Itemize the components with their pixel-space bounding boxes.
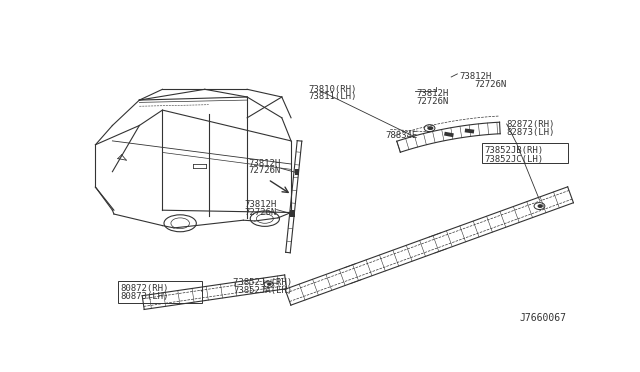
Text: 80873(LH): 80873(LH) (120, 292, 168, 301)
Text: 73810(RH): 73810(RH) (308, 85, 357, 94)
Text: 73812H: 73812H (417, 89, 449, 97)
Text: 73811(LH): 73811(LH) (308, 92, 357, 102)
Text: 73852JB(RH): 73852JB(RH) (484, 146, 543, 155)
Text: 82872(RH): 82872(RH) (507, 120, 555, 129)
Text: J7660067: J7660067 (520, 313, 566, 323)
Text: 72726N: 72726N (248, 166, 281, 175)
Text: 72726N: 72726N (417, 97, 449, 106)
Ellipse shape (534, 203, 545, 209)
Text: 73812H: 73812H (459, 73, 491, 81)
Text: 72726N: 72726N (474, 80, 506, 89)
Ellipse shape (267, 283, 271, 286)
Bar (291, 211, 295, 217)
Bar (295, 169, 300, 175)
FancyBboxPatch shape (118, 281, 202, 302)
Ellipse shape (538, 204, 543, 208)
Text: 82873(LH): 82873(LH) (507, 128, 555, 137)
Text: 80872(RH): 80872(RH) (120, 284, 168, 293)
Ellipse shape (264, 281, 273, 288)
Text: 78834E: 78834E (386, 131, 418, 140)
Text: 73812H: 73812H (244, 200, 276, 209)
Ellipse shape (424, 125, 435, 132)
Text: 73852J (RH): 73852J (RH) (234, 278, 292, 287)
Text: 73812H: 73812H (248, 158, 281, 167)
FancyBboxPatch shape (482, 143, 568, 163)
Text: 73852JC(LH): 73852JC(LH) (484, 155, 543, 164)
Bar (444, 132, 454, 137)
Bar (465, 128, 474, 134)
Text: 72726N: 72726N (244, 208, 276, 217)
Text: 73852JA(LH): 73852JA(LH) (234, 286, 292, 295)
Ellipse shape (424, 125, 435, 132)
Ellipse shape (428, 126, 433, 130)
